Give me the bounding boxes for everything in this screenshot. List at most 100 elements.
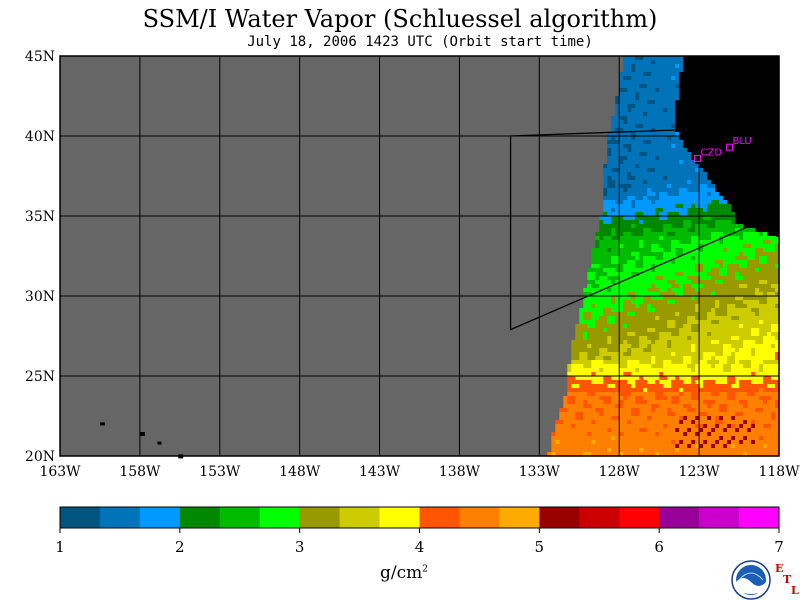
vapor-cell — [663, 412, 668, 417]
vapor-cell — [611, 452, 616, 457]
land-cell — [711, 76, 716, 81]
vapor-cell — [751, 340, 756, 345]
vapor-cell — [735, 316, 740, 321]
land-cell — [751, 100, 756, 105]
vapor-cell — [679, 300, 684, 305]
vapor-cell — [679, 444, 684, 449]
vapor-cell — [775, 316, 780, 321]
vapor-cell — [755, 312, 760, 317]
vapor-cell — [763, 332, 768, 337]
land-cell — [763, 112, 768, 117]
vapor-cell — [675, 436, 680, 441]
vapor-cell — [763, 340, 768, 345]
land-cell — [735, 104, 740, 109]
vapor-cell — [563, 408, 568, 413]
vapor-cell — [655, 428, 660, 433]
vapor-cell — [667, 88, 672, 93]
vapor-cell — [719, 220, 724, 225]
vapor-cell — [743, 372, 748, 377]
vapor-cell — [623, 244, 628, 249]
vapor-cell — [691, 284, 696, 289]
vapor-cell — [651, 92, 656, 97]
land-cell — [735, 68, 740, 73]
vapor-cell — [651, 452, 656, 457]
land-cell — [703, 136, 708, 141]
vapor-cell — [743, 276, 748, 281]
land-cell — [739, 60, 744, 65]
vapor-cell — [579, 436, 584, 441]
land-cell — [743, 212, 748, 217]
land-cell — [679, 100, 684, 105]
vapor-cell — [603, 184, 608, 189]
vapor-cell — [627, 412, 632, 417]
vapor-cell — [723, 428, 728, 433]
vapor-cell — [751, 296, 756, 301]
vapor-cell — [607, 416, 612, 421]
vapor-cell — [639, 180, 644, 185]
vapor-cell — [575, 324, 580, 329]
vapor-cell — [671, 224, 676, 229]
vapor-cell — [683, 184, 688, 189]
vapor-cell — [699, 280, 704, 285]
vapor-cell — [631, 372, 636, 377]
land-region — [775, 56, 779, 237]
vapor-cell — [651, 180, 656, 185]
vapor-cell — [611, 436, 616, 441]
vapor-cell — [655, 188, 660, 193]
vapor-cell — [663, 440, 668, 445]
vapor-cell — [639, 76, 644, 81]
vapor-cell — [619, 376, 624, 381]
vapor-cell — [655, 436, 660, 441]
vapor-cell — [743, 236, 748, 241]
land-cell — [759, 92, 764, 97]
vapor-cell — [715, 384, 720, 389]
land-cell — [739, 72, 744, 77]
vapor-cell — [719, 400, 724, 405]
vapor-cell — [659, 224, 664, 229]
vapor-cell — [763, 244, 768, 249]
vapor-cell — [755, 300, 760, 305]
vapor-cell — [739, 292, 744, 297]
vapor-cell — [647, 384, 652, 389]
vapor-cell — [679, 196, 684, 201]
vapor-cell — [575, 452, 580, 457]
island — [157, 441, 162, 445]
vapor-cell — [651, 364, 656, 369]
vapor-cell — [667, 244, 672, 249]
land-cell — [691, 124, 696, 129]
vapor-cell — [731, 328, 736, 333]
land-cell — [763, 108, 768, 113]
vapor-cell — [735, 404, 740, 409]
vapor-cell — [631, 356, 636, 361]
vapor-cell — [603, 256, 608, 261]
vapor-cell — [655, 60, 660, 65]
vapor-cell — [663, 152, 668, 157]
vapor-cell — [683, 360, 688, 365]
vapor-cell — [611, 280, 616, 285]
vapor-cell — [675, 64, 680, 69]
land-cell — [675, 104, 680, 109]
vapor-cell — [619, 352, 624, 357]
vapor-cell — [599, 336, 604, 341]
vapor-cell — [663, 436, 668, 441]
vapor-cell — [639, 452, 644, 457]
vapor-cell — [679, 184, 684, 189]
vapor-cell — [771, 436, 776, 441]
land-cell — [723, 92, 728, 97]
vapor-cell — [719, 232, 724, 237]
vapor-cell — [591, 344, 596, 349]
vapor-cell — [663, 236, 668, 241]
land-cell — [711, 132, 716, 137]
land-cell — [767, 104, 772, 109]
vapor-cell — [595, 364, 600, 369]
vapor-cell — [727, 244, 732, 249]
vapor-cell — [643, 304, 648, 309]
vapor-cell — [711, 444, 716, 449]
land-cell — [679, 132, 684, 137]
land-cell — [679, 116, 684, 121]
vapor-cell — [671, 300, 676, 305]
vapor-cell — [739, 392, 744, 397]
vapor-cell — [719, 228, 724, 233]
land-cell — [699, 144, 704, 149]
vapor-cell — [675, 192, 680, 197]
